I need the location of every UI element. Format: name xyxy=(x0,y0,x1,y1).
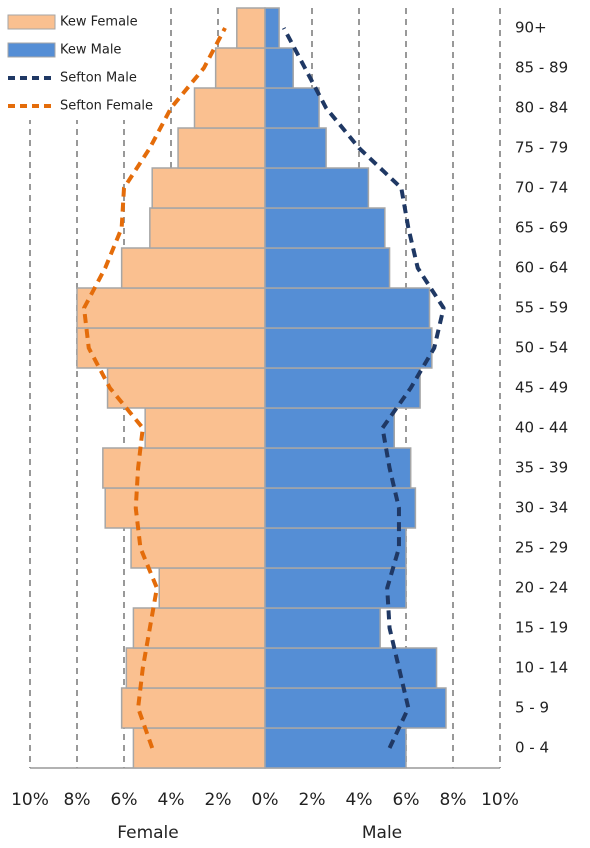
x-tick-label: 4% xyxy=(346,790,373,810)
bar xyxy=(106,367,266,409)
x-tick-label: 8% xyxy=(440,790,467,810)
bar xyxy=(264,247,391,289)
y-tick-label: 55 - 59 xyxy=(515,299,568,317)
bar xyxy=(144,407,266,449)
y-tick-label: 75 - 79 xyxy=(515,139,568,157)
x-tick-label: 2% xyxy=(299,790,326,810)
bar xyxy=(120,247,266,289)
bar xyxy=(264,207,386,249)
legend-label: Kew Male xyxy=(60,43,121,58)
line xyxy=(282,27,446,749)
x-tick-label: 4% xyxy=(158,790,185,810)
legend-label: Kew Female xyxy=(60,15,138,30)
bar xyxy=(120,687,266,729)
y-tick-label: 15 - 19 xyxy=(515,619,568,637)
bar xyxy=(264,127,327,169)
x-axis-label: Female xyxy=(117,823,178,843)
bar xyxy=(132,727,266,769)
legend: Kew Female Kew Male Sefton Male Sefton Fema… xyxy=(4,8,162,120)
x-tick-label: 10% xyxy=(11,790,49,810)
bar xyxy=(76,327,266,369)
bar xyxy=(264,647,438,689)
bar xyxy=(264,527,407,569)
bar xyxy=(149,207,266,249)
bar xyxy=(264,287,431,329)
y-tick-label: 30 - 34 xyxy=(515,499,568,517)
y-tick-label: 40 - 44 xyxy=(515,419,568,437)
legend-label: Sefton Male xyxy=(60,71,137,86)
legend-swatch xyxy=(7,14,56,30)
y-tick-label: 20 - 24 xyxy=(515,579,568,597)
bar xyxy=(264,47,294,89)
y-tick-label: 0 - 4 xyxy=(515,739,549,757)
bar xyxy=(264,487,417,529)
y-tick-label: 60 - 64 xyxy=(515,259,568,277)
bar xyxy=(264,727,407,769)
y-tick-label: 85 - 89 xyxy=(515,59,568,77)
y-tick-label: 80 - 84 xyxy=(515,99,568,117)
bar xyxy=(130,527,266,569)
bar xyxy=(264,7,280,49)
legend-swatch xyxy=(7,42,56,58)
bar xyxy=(177,127,266,169)
bar xyxy=(264,327,433,369)
bar xyxy=(264,687,447,729)
y-tick-label: 50 - 54 xyxy=(515,339,568,357)
bar xyxy=(158,567,266,609)
x-tick-label: 6% xyxy=(393,790,420,810)
bar xyxy=(151,167,266,209)
bar xyxy=(264,407,395,449)
lines xyxy=(82,27,446,749)
bar xyxy=(193,87,266,129)
x-tick-label: 6% xyxy=(111,790,138,810)
bar xyxy=(102,447,266,489)
y-tick-label: 70 - 74 xyxy=(515,179,568,197)
y-tick-label: 65 - 69 xyxy=(515,219,568,237)
x-tick-label: 0% xyxy=(252,790,279,810)
bar xyxy=(236,7,266,49)
y-tick-label: 25 - 29 xyxy=(515,539,568,557)
y-tick-label: 45 - 49 xyxy=(515,379,568,397)
bar xyxy=(76,287,266,329)
bar xyxy=(264,367,421,409)
bar xyxy=(125,647,266,689)
bar xyxy=(264,87,320,129)
y-tick-label: 35 - 39 xyxy=(515,459,568,477)
x-tick-label: 2% xyxy=(205,790,232,810)
bar xyxy=(264,167,370,209)
bar xyxy=(264,607,381,649)
y-tick-label: 10 - 14 xyxy=(515,659,568,677)
bars xyxy=(76,7,447,769)
bar xyxy=(104,487,266,529)
y-tick-label: 90+ xyxy=(515,19,547,37)
x-tick-label: 8% xyxy=(64,790,91,810)
line xyxy=(82,27,227,749)
legend-label: Sefton Female xyxy=(60,99,153,114)
y-tick-label: 5 - 9 xyxy=(515,699,549,717)
bar xyxy=(264,567,407,609)
x-tick-label: 10% xyxy=(481,790,519,810)
bar xyxy=(214,47,266,89)
x-axis-label: Male xyxy=(362,823,402,843)
